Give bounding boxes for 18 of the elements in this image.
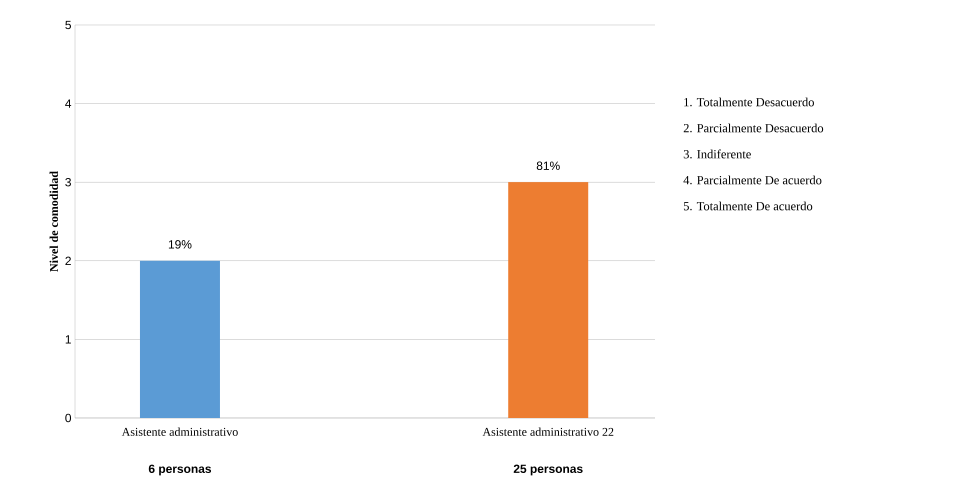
text: 25 personas bbox=[514, 464, 583, 476]
y-tick-label: 1 bbox=[66, 335, 71, 344]
text: 4. Parcialmente De acuerdo bbox=[683, 176, 822, 184]
y-tick-label: 4 bbox=[65, 99, 72, 108]
text: 5. Totalmente De acuerdo bbox=[684, 202, 812, 210]
annotation: 19% bbox=[168, 240, 192, 249]
annotation: 81% bbox=[536, 162, 560, 170]
y-tick-label: 0 bbox=[65, 414, 72, 422]
y-tick-label: 2 bbox=[65, 256, 71, 265]
text: 6 personas bbox=[148, 464, 212, 476]
y-tick-label: 3 bbox=[65, 178, 71, 186]
y-axis-title: Nivel de comodidad bbox=[50, 171, 58, 272]
y-tick-label: 5 bbox=[65, 20, 71, 30]
x-tick-label: Asistente administrativo 22 bbox=[482, 428, 614, 436]
text: 1. Totalmente Desacuerdo bbox=[684, 98, 814, 106]
text: 2. Parcialmente Desacuerdo bbox=[684, 124, 824, 132]
x-tick-label: Asistente administrativo bbox=[122, 428, 238, 436]
text: 3. Indiferente bbox=[684, 150, 751, 158]
